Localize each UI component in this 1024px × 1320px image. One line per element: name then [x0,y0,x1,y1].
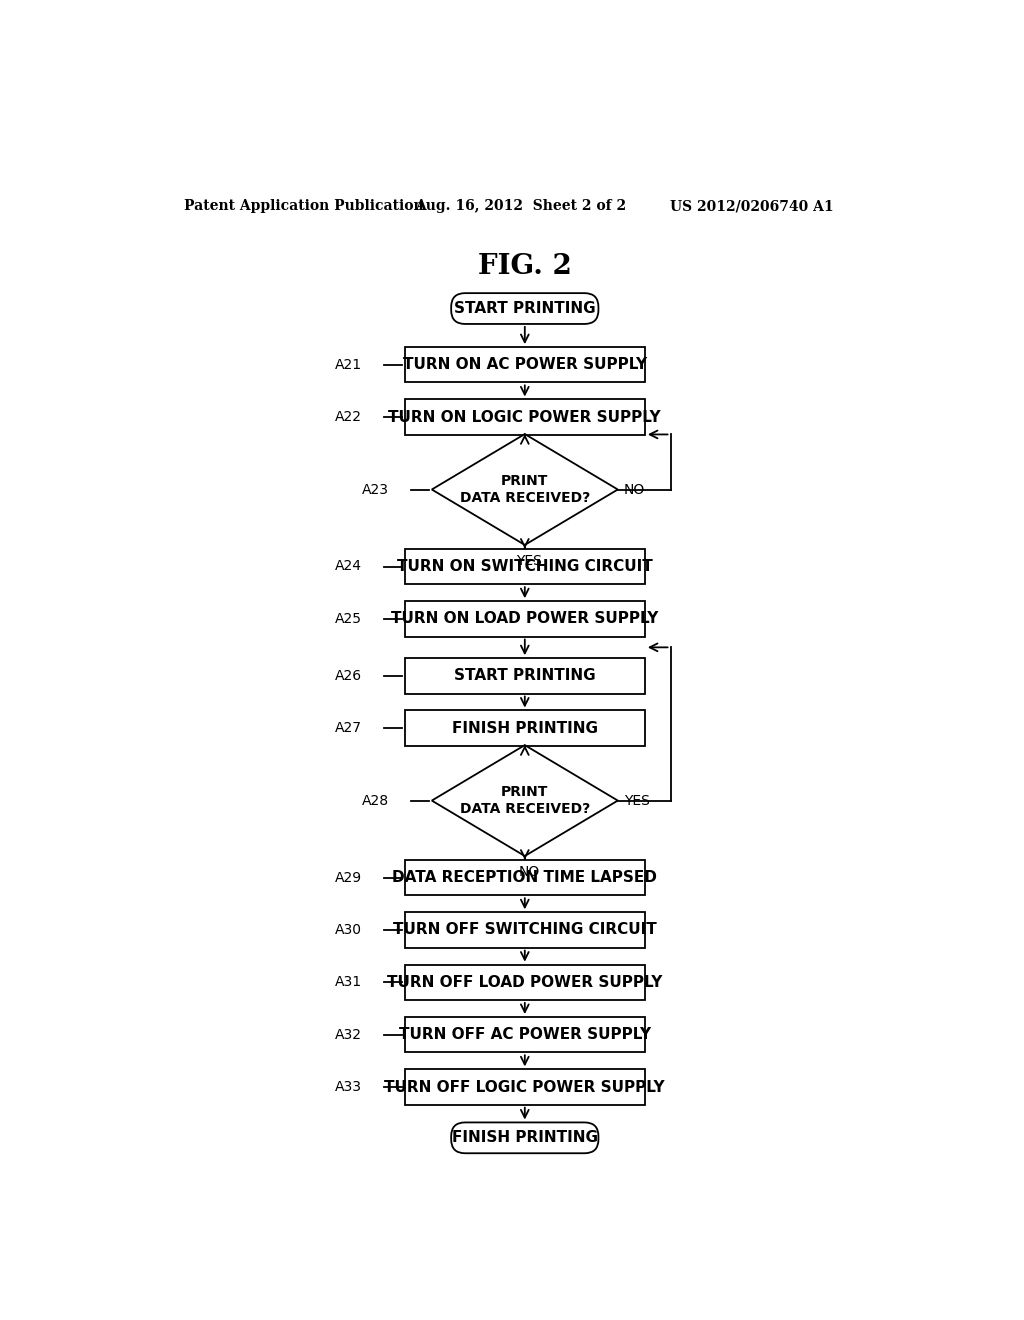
FancyBboxPatch shape [404,347,645,383]
Text: FINISH PRINTING: FINISH PRINTING [452,721,598,735]
Text: A22: A22 [335,411,362,424]
FancyBboxPatch shape [452,1122,598,1154]
Text: TURN OFF LOAD POWER SUPPLY: TURN OFF LOAD POWER SUPPLY [387,974,663,990]
Text: A27: A27 [335,721,362,735]
Text: A30: A30 [335,923,362,937]
FancyBboxPatch shape [404,1069,645,1105]
FancyBboxPatch shape [404,549,645,585]
Text: A21: A21 [335,358,362,372]
Text: TURN ON SWITCHING CIRCUIT: TURN ON SWITCHING CIRCUIT [397,558,652,574]
Text: TURN OFF SWITCHING CIRCUIT: TURN OFF SWITCHING CIRCUIT [393,923,656,937]
Text: FINISH PRINTING: FINISH PRINTING [452,1130,598,1146]
Text: DATA RECEPTION TIME LAPSED: DATA RECEPTION TIME LAPSED [392,870,657,886]
Text: Aug. 16, 2012  Sheet 2 of 2: Aug. 16, 2012 Sheet 2 of 2 [415,199,626,213]
FancyBboxPatch shape [404,859,645,895]
FancyBboxPatch shape [404,400,645,434]
Text: PRINT
DATA RECEIVED?: PRINT DATA RECEIVED? [460,785,590,816]
Text: YES: YES [516,554,543,568]
Text: Patent Application Publication: Patent Application Publication [183,199,424,213]
Text: A26: A26 [335,669,362,682]
FancyBboxPatch shape [404,965,645,1001]
Text: YES: YES [624,793,650,808]
Text: A28: A28 [362,793,389,808]
FancyBboxPatch shape [404,912,645,948]
Text: NO: NO [519,866,540,879]
Text: START PRINTING: START PRINTING [454,301,596,315]
Text: A29: A29 [335,871,362,884]
Text: TURN ON AC POWER SUPPLY: TURN ON AC POWER SUPPLY [402,358,647,372]
FancyBboxPatch shape [404,710,645,746]
Text: NO: NO [624,483,645,496]
Text: START PRINTING: START PRINTING [454,668,596,684]
FancyBboxPatch shape [404,659,645,693]
Polygon shape [432,434,617,545]
FancyBboxPatch shape [452,293,598,323]
Text: FIG. 2: FIG. 2 [478,252,571,280]
FancyBboxPatch shape [404,601,645,636]
Text: US 2012/0206740 A1: US 2012/0206740 A1 [671,199,835,213]
Text: A31: A31 [335,975,362,989]
Text: TURN OFF AC POWER SUPPLY: TURN OFF AC POWER SUPPLY [398,1027,651,1043]
Polygon shape [432,744,617,855]
Text: A25: A25 [335,612,362,626]
Text: TURN ON LOAD POWER SUPPLY: TURN ON LOAD POWER SUPPLY [391,611,658,627]
Text: A32: A32 [335,1028,362,1041]
Text: TURN OFF LOGIC POWER SUPPLY: TURN OFF LOGIC POWER SUPPLY [384,1080,666,1094]
Text: PRINT
DATA RECEIVED?: PRINT DATA RECEIVED? [460,474,590,504]
Text: A24: A24 [335,560,362,573]
Text: A33: A33 [335,1080,362,1094]
Text: A23: A23 [362,483,389,496]
Text: TURN ON LOGIC POWER SUPPLY: TURN ON LOGIC POWER SUPPLY [388,409,662,425]
FancyBboxPatch shape [404,1016,645,1052]
